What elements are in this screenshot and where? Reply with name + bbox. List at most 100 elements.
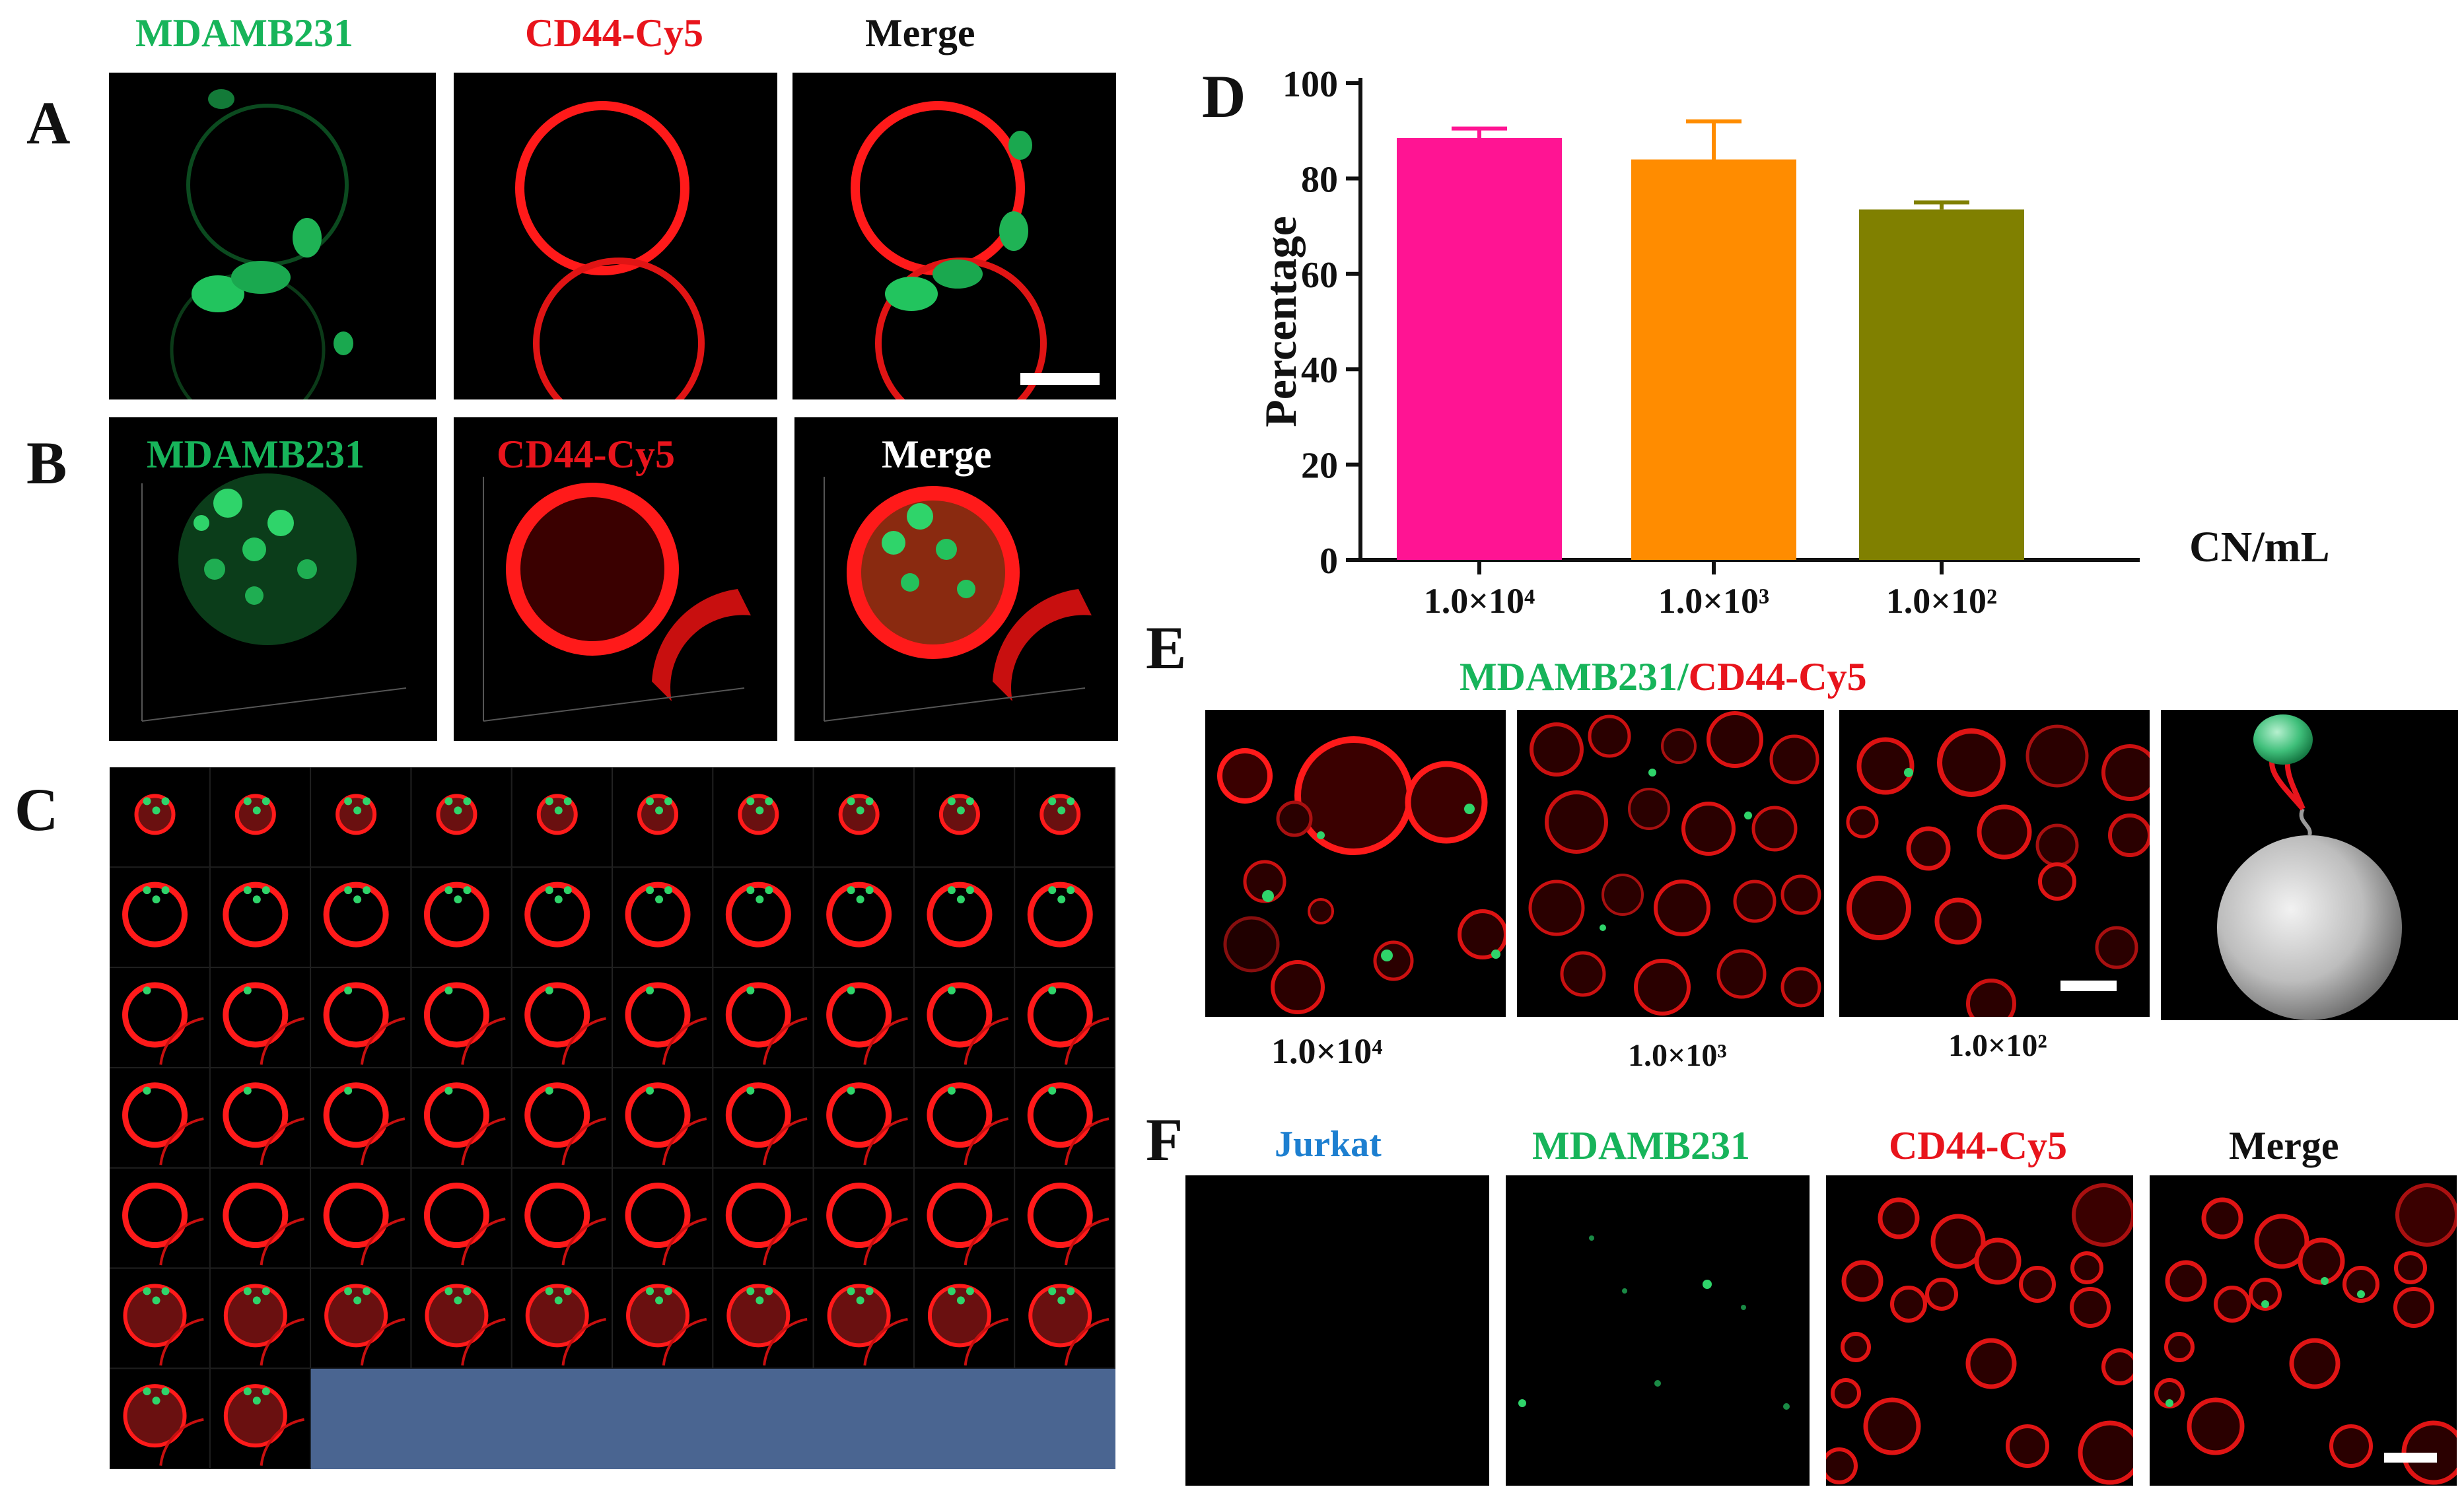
panel-e-image-1e3 [1517, 710, 1824, 1017]
montage-tile [110, 1368, 210, 1469]
montage-tile [913, 1167, 1015, 1268]
panel-d-letter: D [1202, 63, 1246, 130]
panel-f-header-merge: Merge [2229, 1124, 2339, 1167]
y-tick-label: 60 [1301, 255, 1338, 296]
montage-tile [411, 1268, 512, 1369]
panel-a-merge-image [792, 73, 1116, 399]
panel-b-letter: B [26, 429, 67, 497]
x-tick-label: 1.0×10³ [1658, 581, 1769, 621]
montage-tile [411, 767, 512, 868]
panel-f-header-mdamb231: MDAMB231 [1532, 1124, 1750, 1167]
montage-tile [1014, 1167, 1115, 1268]
panel-f-header-cd44: CD44-Cy5 [1889, 1124, 2067, 1167]
panel-e-letter: E [1146, 614, 1187, 681]
montage-tile [612, 1167, 713, 1268]
x-axis-unit-label: CN/mL [2189, 523, 2330, 571]
montage-tile [411, 967, 512, 1068]
panel-e-title-green: MDAMB231/ [1460, 655, 1689, 699]
montage-tile [913, 1067, 1015, 1168]
x-tick-label: 1.0×10⁴ [1424, 581, 1535, 621]
montage-tile [110, 967, 210, 1068]
panel-a-header-merge: Merge [865, 11, 975, 55]
montage-tile [310, 967, 411, 1068]
panel-e-label-1e3: 1.0×10³ [1628, 1038, 1727, 1073]
montage-tile [209, 1368, 311, 1469]
montage-tile [411, 1167, 512, 1268]
montage-tile [1014, 1268, 1115, 1369]
panel-a-green-image [109, 73, 436, 399]
panel-e-label-1e2: 1.0×10² [1948, 1028, 2047, 1063]
montage-tile [511, 867, 613, 968]
x-tick-label: 1.0×10² [1886, 581, 1997, 621]
panel-e-label-1e4: 1.0×10⁴ [1271, 1031, 1383, 1071]
montage-tile [913, 1268, 1015, 1369]
montage-tile [612, 967, 713, 1068]
montage-tile [713, 1067, 814, 1168]
montage-tile [411, 867, 512, 968]
montage-tile [612, 1067, 713, 1168]
montage-tile [713, 1268, 814, 1369]
panel-b-red-image [454, 417, 777, 741]
montage-tile [813, 1268, 914, 1369]
montage-tile [1014, 867, 1115, 968]
panel-e-schematic [2161, 710, 2458, 1020]
panel-e-image-1e2 [1839, 710, 2150, 1017]
montage-tile [110, 867, 210, 968]
panel-a-red-image [454, 73, 777, 399]
montage-tile [310, 1167, 411, 1268]
montage-tile [209, 767, 311, 868]
montage-tile [209, 1167, 311, 1268]
montage-tile [813, 1067, 914, 1168]
montage-tile [110, 1167, 210, 1268]
montage-tile [209, 1067, 311, 1168]
montage-tile [511, 967, 613, 1068]
y-tick-label: 40 [1301, 350, 1338, 391]
panel-b-green-image [109, 417, 437, 741]
panel-f-red-image [1826, 1175, 2133, 1486]
panel-f-header-jurkat: Jurkat [1275, 1124, 1382, 1165]
montage-tile [110, 1067, 210, 1168]
montage-tile [310, 767, 411, 868]
montage-tile [1014, 767, 1115, 868]
panel-a-letter: A [26, 89, 71, 156]
montage-tile [209, 1268, 311, 1369]
montage-tile [511, 1268, 613, 1369]
panel-b-header-merge: Merge [882, 433, 992, 476]
montage-tile [913, 767, 1015, 868]
montage-tile [209, 967, 311, 1068]
y-tick-label: 20 [1301, 446, 1338, 487]
panel-b-header-mdamb231: MDAMB231 [147, 433, 365, 476]
bar [1397, 138, 1562, 560]
panel-f-green-image [1506, 1175, 1810, 1486]
y-tick-label: 80 [1301, 159, 1338, 200]
panel-f-jurkat-image [1185, 1175, 1489, 1486]
panel-a-header-mdamb231: MDAMB231 [135, 11, 353, 55]
panel-c-zstack-montage [110, 767, 1115, 1469]
y-tick-label: 100 [1283, 64, 1338, 105]
montage-tile [713, 967, 814, 1068]
montage-tile [913, 967, 1015, 1068]
panel-b-merge-image [794, 417, 1118, 741]
montage-tile [813, 967, 914, 1068]
montage-tile [813, 767, 914, 868]
montage-tile [310, 867, 411, 968]
montage-tile [713, 867, 814, 968]
panel-e-title-red: CD44-Cy5 [1688, 655, 1867, 699]
montage-tile [511, 767, 613, 868]
montage-empty-block [310, 1368, 1115, 1469]
montage-tile [612, 867, 713, 968]
montage-tile [110, 1268, 210, 1369]
panel-d-bar-chart: 0 20 40 60 80 100 Percentage CN/mL 1.0×10⁴ 1.0×10… [1242, 40, 2430, 634]
montage-tile [1014, 967, 1115, 1068]
bar [1859, 209, 2024, 561]
panel-c-letter: C [15, 776, 59, 843]
montage-tile [310, 1268, 411, 1369]
montage-tile [713, 1167, 814, 1268]
panel-e-title: MDAMB231/CD44-Cy5 [1460, 657, 1867, 697]
montage-tile [310, 1067, 411, 1168]
montage-tile [612, 1268, 713, 1369]
montage-tile [713, 767, 814, 868]
panel-b-header-cd44: CD44-Cy5 [497, 433, 675, 476]
montage-tile [1014, 1067, 1115, 1168]
montage-tile [813, 867, 914, 968]
